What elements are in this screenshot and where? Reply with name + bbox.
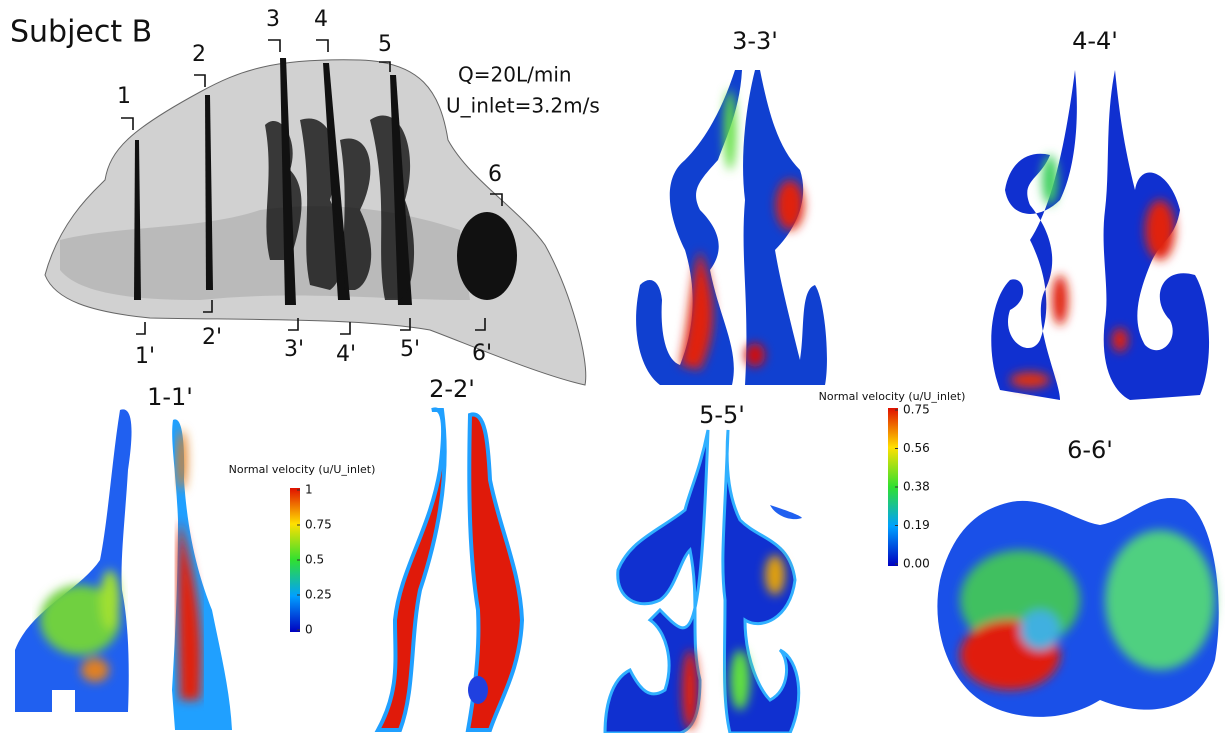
section-label: 4' [336,342,356,367]
panel-title: 5-5' [699,401,745,429]
velocity-field [770,505,802,519]
section-label: 4 [314,7,328,32]
velocity-field [15,409,132,712]
colorbar-tick-label: 0 [305,623,313,637]
section-label: 1 [117,84,131,109]
section-label: 3 [266,7,280,32]
section-label: 2' [202,325,222,350]
condition: Q=20L/min [458,63,572,87]
colorbar-tick-label: 0.38 [903,480,930,494]
velocity-field [378,409,445,730]
section-2 [378,409,522,730]
section-label: 5 [378,32,392,57]
colorbar-tick-label: 0.75 [305,518,332,532]
colorbar-tick-label: 1 [305,483,313,497]
section-label: 1' [135,344,155,369]
colorbar-tick-label: 0.56 [903,441,930,455]
colorbar-title: Normal velocity (u/U_inlet) [229,463,376,476]
colorbar-tick-label: 0.5 [305,553,324,567]
panel-title: 6-6' [1067,436,1113,464]
section-label: 5' [400,337,420,362]
panel-title: 2-2' [429,375,475,403]
colorbar-title: Normal velocity (u/U_inlet) [819,390,966,403]
section-4 [991,70,1209,400]
condition: U_inlet=3.2m/s [446,94,600,118]
panel-title: 3-3' [732,27,778,55]
section-label: 2 [192,42,206,67]
colorbar-tick-label: 0.19 [903,518,930,532]
colorbar-tick-label: 0.25 [305,588,332,602]
section-3 [636,70,827,385]
section-1 [15,409,232,730]
section-5 [605,430,802,733]
velocity-field [991,70,1077,400]
figure-title: Subject B [10,15,152,50]
colorbar-tick-label: 0.75 [903,403,930,417]
section-label: 6' [472,341,492,366]
colorbar-tick-label: 0.00 [903,557,930,571]
section-label: 3' [284,337,304,362]
figure: Subject B Q=20L/min U_inlet=3.2m/s [0,0,1225,733]
section-6 [937,498,1218,717]
velocity-field [468,676,488,704]
panel-title: 1-1' [147,383,193,411]
section-label: 6 [488,162,502,187]
panel-title: 4-4' [1072,27,1118,55]
